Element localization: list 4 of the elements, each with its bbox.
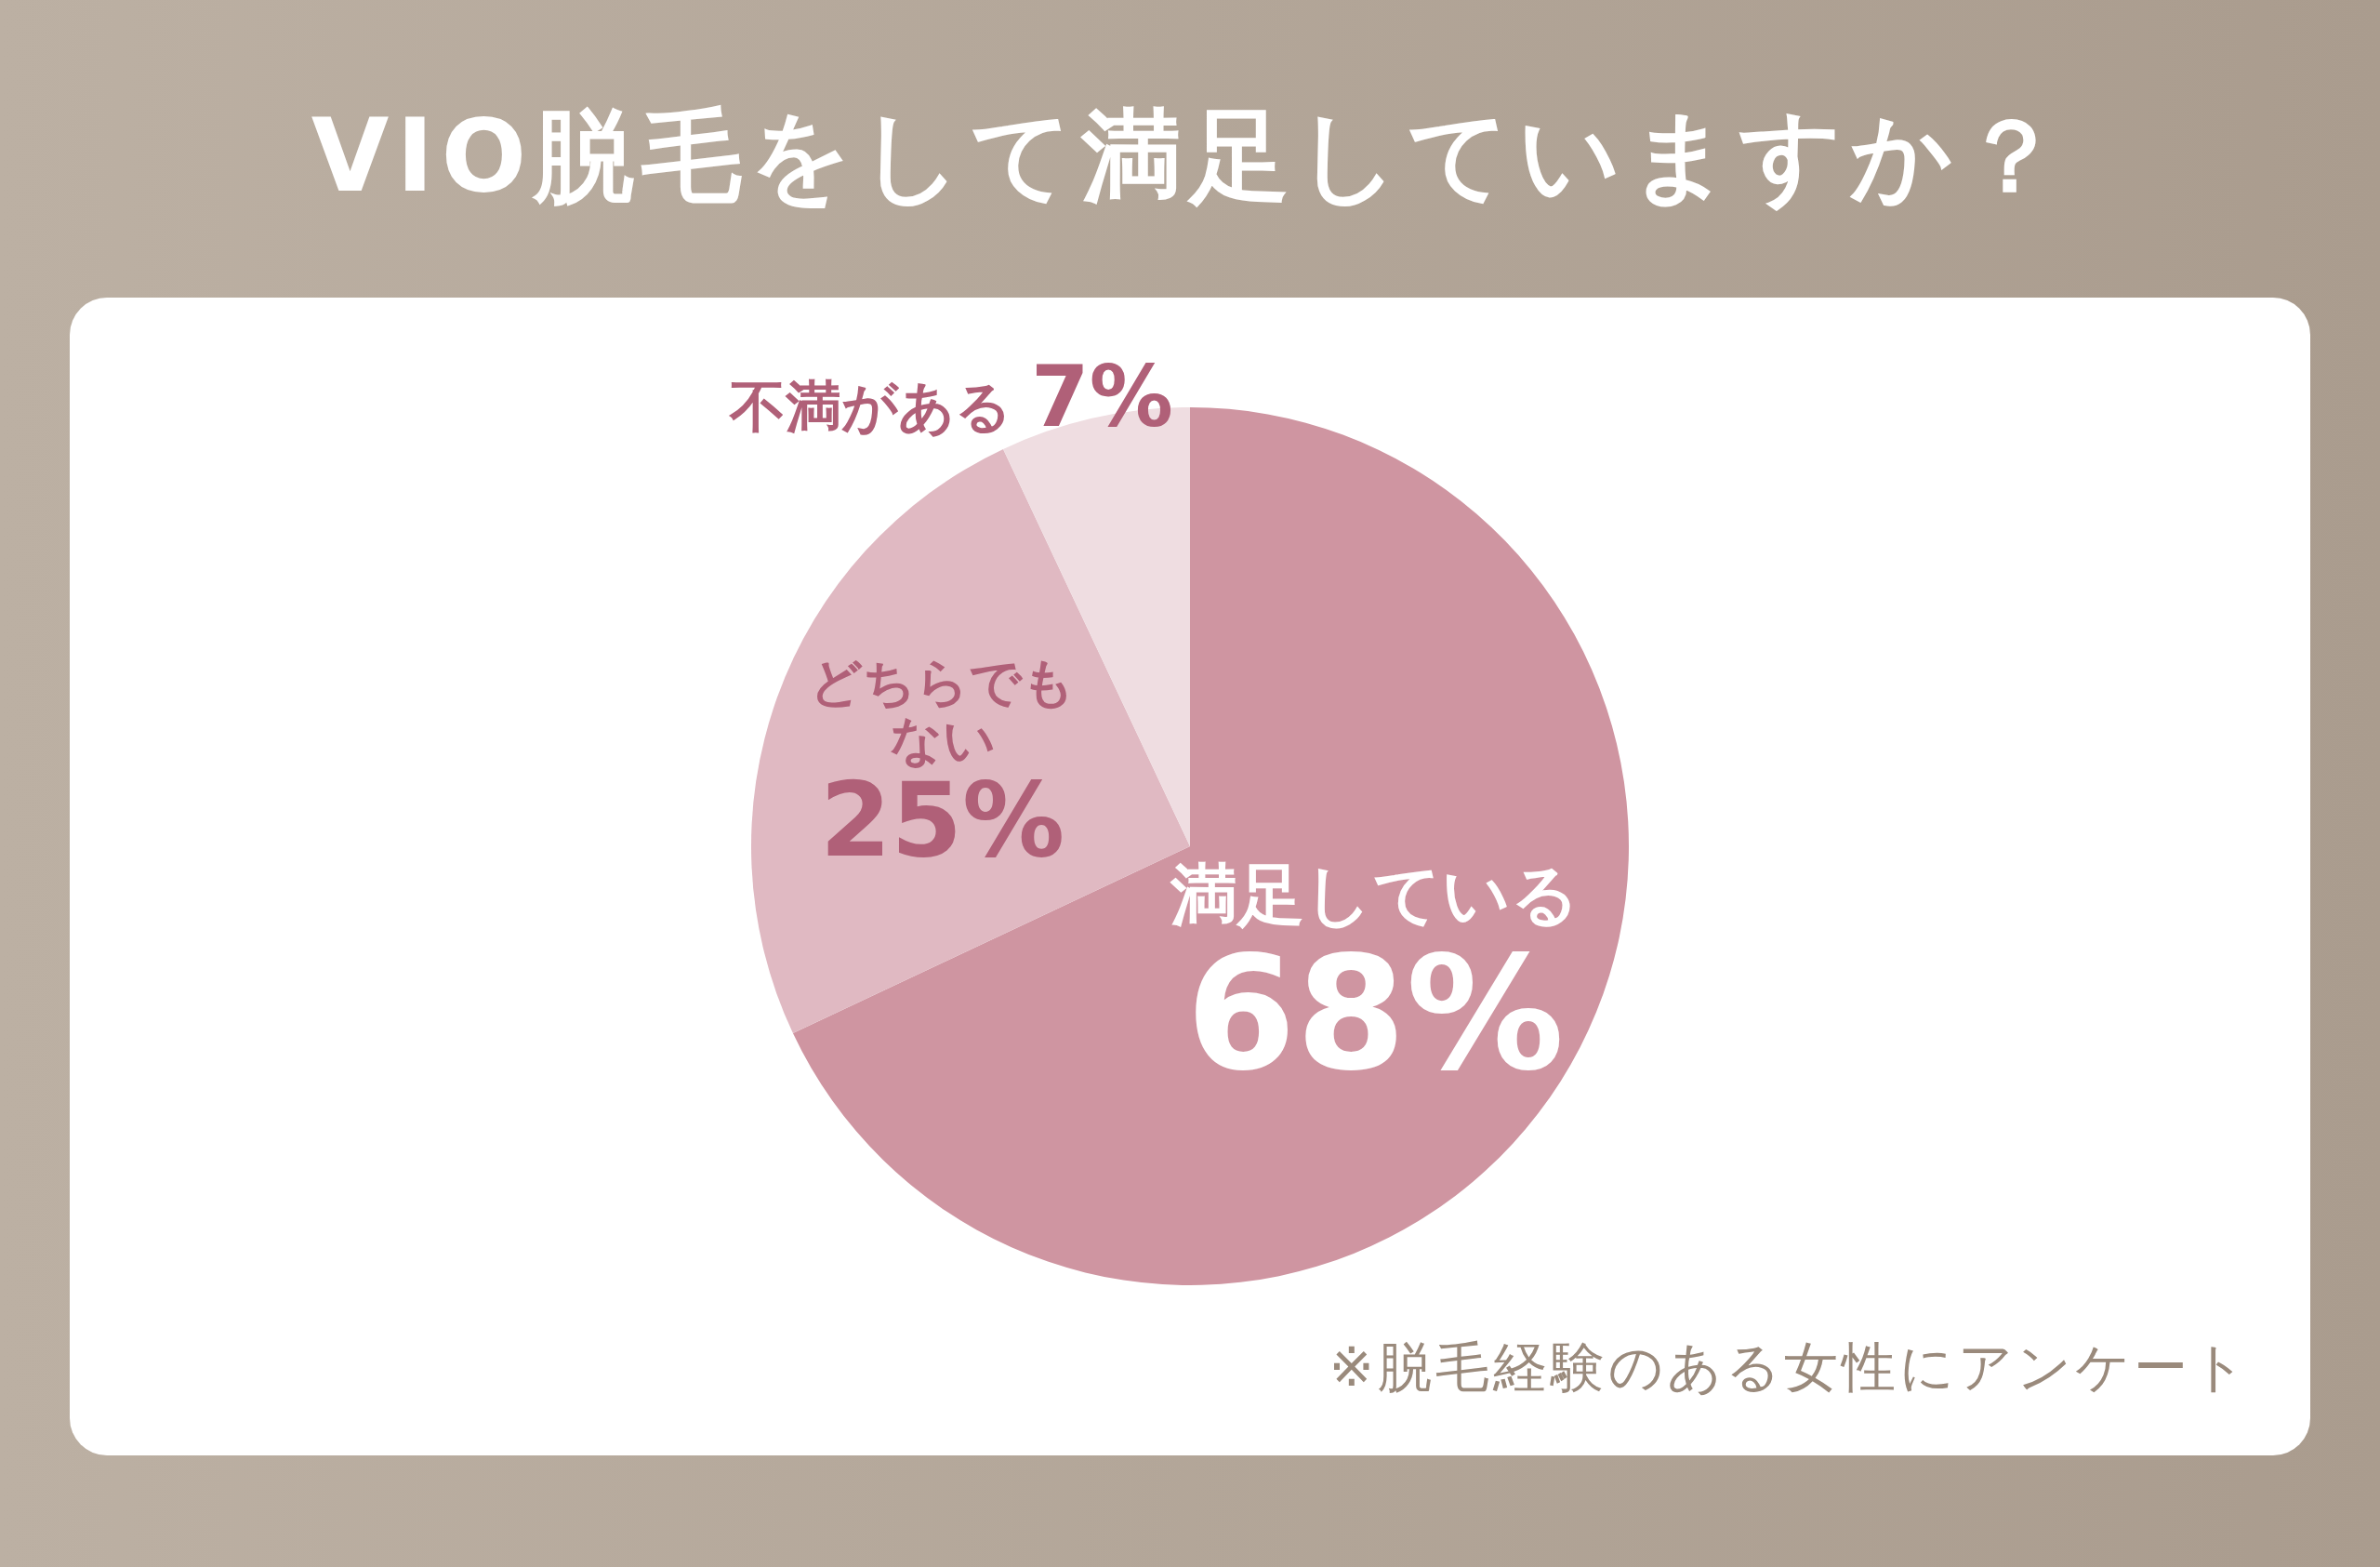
data-label: 7% <box>1031 348 1173 445</box>
chart-title: VIO脱毛をして満足していますか？ <box>311 98 2069 214</box>
text: ※脱毛経験のある女性にアンケート <box>1329 1335 2250 1399</box>
slice-label: 不満がある <box>728 374 1032 439</box>
